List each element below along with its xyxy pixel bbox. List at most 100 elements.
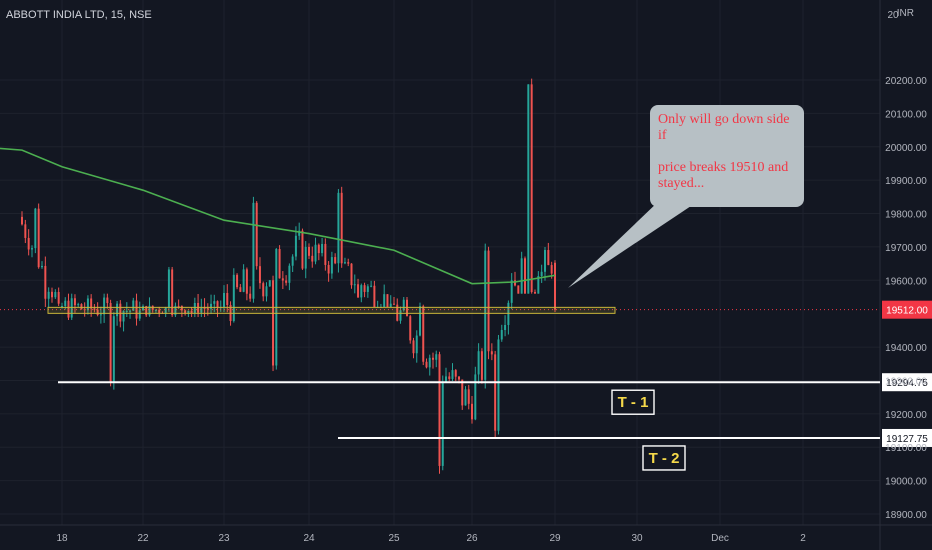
candle-body — [34, 208, 37, 249]
candle-body — [480, 351, 483, 380]
x-tick-label: 25 — [388, 533, 400, 544]
candle-body — [180, 306, 183, 311]
candle-body — [330, 257, 333, 274]
candle-body — [57, 291, 60, 304]
y-tick-label: 19400.00 — [885, 343, 927, 354]
candle-body — [396, 304, 399, 321]
candle-body — [340, 192, 343, 264]
candle-body — [96, 309, 99, 315]
candle-body — [281, 278, 284, 281]
candle-body — [432, 357, 434, 360]
candle-body — [507, 302, 510, 325]
candle-body — [122, 311, 125, 322]
candle-body — [262, 283, 265, 297]
candle-body — [80, 304, 83, 310]
candle-body — [86, 298, 89, 311]
target-price-badge — [882, 373, 932, 392]
candle-body — [99, 314, 102, 316]
target-label-2: T - 2 — [649, 450, 680, 467]
candle-body — [164, 307, 167, 314]
candle-body — [544, 249, 546, 272]
candle-body — [285, 280, 288, 283]
candle-body — [226, 292, 229, 306]
x-tick-label: 23 — [218, 533, 230, 544]
x-tick-label: 2 — [800, 533, 806, 544]
currency-label: INR — [896, 8, 914, 19]
candle-body — [438, 354, 441, 466]
candle-body — [524, 258, 526, 294]
candle-body — [51, 291, 53, 298]
candle-body — [419, 306, 421, 336]
candle-body — [174, 305, 177, 316]
candle-body — [158, 309, 161, 313]
candle-body — [73, 298, 76, 306]
candle-body — [298, 230, 301, 236]
candle-body — [138, 310, 141, 319]
candle-body — [242, 269, 245, 292]
candle-body — [232, 274, 235, 322]
candle-body — [406, 299, 408, 317]
candle-body — [236, 274, 239, 288]
candle-body — [245, 269, 248, 294]
candle-body — [464, 389, 467, 406]
candle-body — [360, 285, 363, 298]
candle-body — [366, 286, 369, 292]
candle-body — [428, 357, 431, 368]
candle-body — [347, 262, 350, 264]
y-tick-label: 18900.00 — [885, 510, 927, 521]
candle-body — [435, 354, 438, 360]
candle-body — [27, 237, 30, 250]
candle-body — [44, 265, 47, 299]
candle-body — [527, 84, 530, 294]
last-price-value: 19512.00 — [886, 306, 928, 317]
candle-body — [467, 389, 470, 404]
y-tick-label: 19100.00 — [885, 443, 927, 454]
candle-body — [129, 310, 132, 312]
candle-body — [258, 266, 261, 284]
y-tick-label-top: 20 — [887, 10, 899, 21]
candle-body — [203, 307, 206, 309]
candle-body — [500, 330, 503, 340]
candle-body — [239, 287, 242, 292]
y-tick-label: 19600.00 — [885, 276, 927, 287]
candle-body — [510, 280, 513, 303]
candle-body — [177, 305, 180, 307]
candle-body — [288, 265, 291, 283]
y-tick-label: 19800.00 — [885, 210, 927, 221]
candle-body — [389, 303, 392, 308]
candle-body — [504, 324, 507, 331]
candle-body — [399, 310, 402, 321]
candle-body — [317, 244, 320, 254]
candle-body — [255, 202, 258, 267]
candle-body — [67, 300, 70, 318]
candle-body — [265, 286, 268, 297]
candle-body — [477, 351, 480, 375]
candle-body — [132, 300, 135, 311]
y-tick-label: 19300.00 — [885, 376, 927, 387]
candle-body — [54, 291, 57, 298]
candle-body — [278, 249, 281, 279]
candle-body — [494, 354, 497, 431]
candle-body — [547, 249, 550, 266]
candle-body — [474, 374, 477, 420]
y-tick-label: 19900.00 — [885, 176, 927, 187]
y-tick-label: 20200.00 — [885, 76, 927, 87]
candle-body — [314, 244, 317, 262]
candle-body — [210, 303, 213, 309]
x-tick-label: 18 — [56, 533, 68, 544]
candle-body — [294, 235, 297, 257]
candle-body — [487, 250, 490, 352]
candle-body — [373, 285, 376, 308]
target-label-box — [611, 389, 655, 415]
candle-body — [530, 84, 533, 293]
support-zone[interactable] — [47, 306, 616, 314]
candle-body — [537, 276, 540, 294]
y-tick-label: 19700.00 — [885, 243, 927, 254]
annotation-callout[interactable]: Only will go down side if price breaks 1… — [650, 105, 804, 207]
candle-body — [125, 310, 128, 312]
target-price-2: 19127.75 — [886, 434, 928, 445]
candle-body — [90, 298, 93, 309]
candle-body — [272, 280, 275, 366]
moving-average-line — [0, 147, 556, 285]
